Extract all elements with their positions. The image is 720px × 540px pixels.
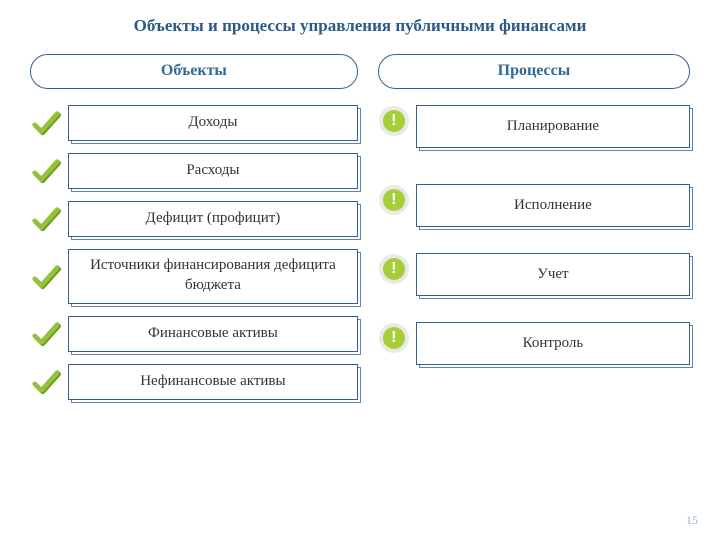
left-header: Объекты <box>30 54 358 89</box>
left-item-label: Нефинансовые активы <box>68 364 358 400</box>
left-item-box: Нефинансовые активы <box>68 364 358 400</box>
content-area: Объекты Доходы Расходы Дефицит (профицит… <box>0 54 720 412</box>
bullet <box>30 261 62 293</box>
left-item-label: Доходы <box>68 105 358 141</box>
right-item-box: Исполнение <box>416 184 690 227</box>
exclamation-icon: ! <box>379 185 409 215</box>
left-item-row: Нефинансовые активы <box>30 364 358 400</box>
check-icon <box>31 262 61 292</box>
left-item-box: Расходы <box>68 153 358 189</box>
right-header: Процессы <box>378 54 690 89</box>
left-item-row: Финансовые активы <box>30 316 358 352</box>
exclamation-icon: ! <box>379 254 409 284</box>
left-item-label: Расходы <box>68 153 358 189</box>
right-item-label: Планирование <box>416 105 690 148</box>
right-item-row: ! Планирование <box>378 105 690 148</box>
exclamation-icon: ! <box>379 106 409 136</box>
bullet: ! <box>378 253 410 285</box>
bullet <box>30 107 62 139</box>
check-icon <box>31 319 61 349</box>
exclamation-icon: ! <box>379 323 409 353</box>
right-column: Процессы ! Планирование ! Исполнение ! У… <box>378 54 690 412</box>
right-item-label: Учет <box>416 253 690 296</box>
check-icon <box>31 156 61 186</box>
left-item-row: Дефицит (профицит) <box>30 201 358 237</box>
bullet: ! <box>378 322 410 354</box>
bullet <box>30 366 62 398</box>
right-item-row: ! Контроль <box>378 322 690 365</box>
left-column: Объекты Доходы Расходы Дефицит (профицит… <box>30 54 358 412</box>
bullet: ! <box>378 105 410 137</box>
page-number: 15 <box>686 513 698 528</box>
check-icon <box>31 204 61 234</box>
right-item-label: Контроль <box>416 322 690 365</box>
right-item-box: Планирование <box>416 105 690 148</box>
right-item-row: ! Учет <box>378 253 690 296</box>
left-item-box: Доходы <box>68 105 358 141</box>
bullet: ! <box>378 184 410 216</box>
left-item-label: Источники финансирования дефицита бюджет… <box>68 249 358 304</box>
left-item-box: Финансовые активы <box>68 316 358 352</box>
left-item-box: Дефицит (профицит) <box>68 201 358 237</box>
left-item-row: Расходы <box>30 153 358 189</box>
page-title: Объекты и процессы управления публичными… <box>0 0 720 54</box>
bullet <box>30 203 62 235</box>
bullet <box>30 155 62 187</box>
left-item-box: Источники финансирования дефицита бюджет… <box>68 249 358 304</box>
left-item-label: Дефицит (профицит) <box>68 201 358 237</box>
right-item-box: Контроль <box>416 322 690 365</box>
right-item-box: Учет <box>416 253 690 296</box>
check-icon <box>31 108 61 138</box>
bullet <box>30 318 62 350</box>
right-item-label: Исполнение <box>416 184 690 227</box>
check-icon <box>31 367 61 397</box>
left-item-row: Доходы <box>30 105 358 141</box>
right-item-row: ! Исполнение <box>378 184 690 227</box>
left-item-label: Финансовые активы <box>68 316 358 352</box>
left-item-row: Источники финансирования дефицита бюджет… <box>30 249 358 304</box>
